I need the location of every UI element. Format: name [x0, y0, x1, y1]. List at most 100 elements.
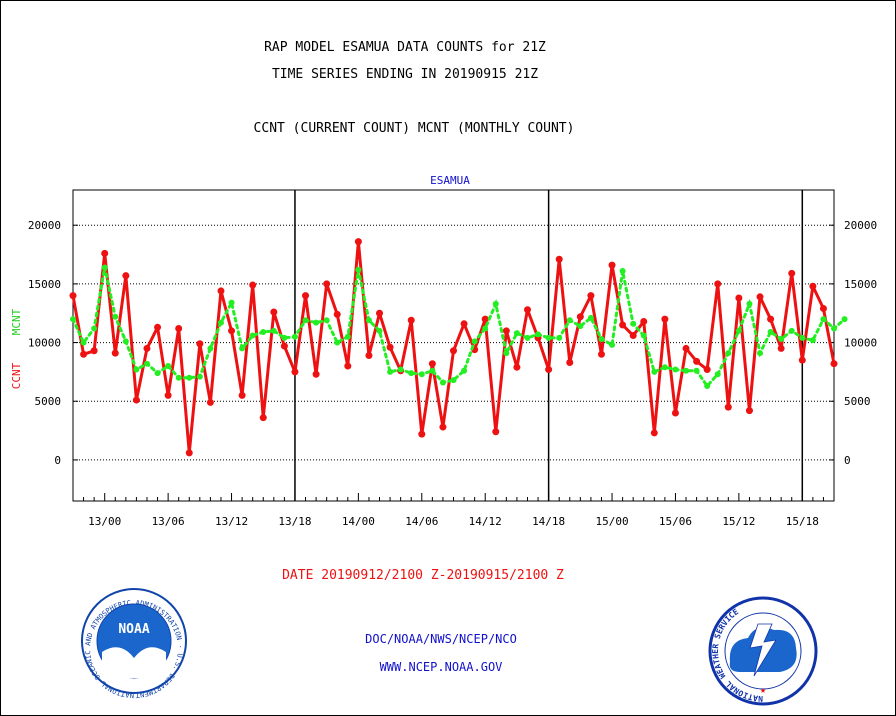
- mcnt-point: [714, 371, 721, 378]
- ccnt-point: [714, 280, 722, 288]
- x-tick-label: 14/00: [342, 515, 375, 528]
- ccnt-point: [111, 349, 119, 357]
- mcnt-point: [207, 345, 214, 352]
- mcnt-point: [788, 327, 795, 334]
- chart-title-line-2: TIME SERIES ENDING IN 20190915 21Z: [272, 67, 538, 82]
- org-label: DOC/NOAA/NWS/NCEP/NCO: [365, 632, 517, 646]
- mcnt-point: [778, 336, 785, 343]
- nws-logo: NATIONAL WEATHER SERVICE ★: [708, 596, 818, 706]
- mcnt-point: [577, 323, 584, 330]
- y-axis-right: 0 5000 10000 15000 20000: [829, 219, 877, 467]
- mcnt-point: [841, 316, 848, 323]
- mcnt-point: [334, 339, 341, 346]
- y-tick-label: 5000: [844, 395, 871, 408]
- mcnt-point: [313, 319, 320, 326]
- mcnt-point: [566, 317, 573, 324]
- ccnt-point: [661, 315, 669, 323]
- ccnt-point: [682, 344, 690, 352]
- ccnt-point: [386, 343, 394, 351]
- x-tick-label: 13/00: [88, 515, 121, 528]
- mcnt-point: [809, 337, 816, 344]
- ccnt-point: [217, 287, 225, 295]
- ccnt-point: [809, 282, 817, 290]
- x-tick-label: 14/18: [532, 515, 565, 528]
- ccnt-point: [724, 403, 732, 411]
- ccnt-point: [90, 347, 98, 355]
- nws-star-icon: ★: [760, 685, 766, 696]
- ccnt-point: [418, 430, 426, 438]
- mcnt-point: [397, 366, 404, 373]
- ccnt-point: [365, 351, 373, 359]
- ccnt-point: [587, 292, 595, 300]
- mcnt-point: [323, 317, 330, 324]
- mcnt-point: [609, 341, 616, 348]
- mcnt-point: [112, 313, 119, 320]
- mcnt-point: [175, 374, 182, 381]
- ccnt-point: [523, 306, 531, 314]
- ccnt-point: [407, 316, 415, 324]
- mcnt-point: [408, 370, 415, 377]
- ccnt-point: [196, 340, 204, 348]
- x-tick-label: 15/12: [722, 515, 755, 528]
- x-tick-label: 15/06: [659, 515, 692, 528]
- ccnt-point: [608, 261, 616, 269]
- website-link[interactable]: WWW.NCEP.NOAA.GOV: [380, 660, 503, 674]
- ccnt-point: [185, 449, 193, 457]
- mcnt-point: [239, 345, 246, 352]
- y-axis-label-mcnt: MCNT: [10, 308, 23, 335]
- mcnt-point: [735, 327, 742, 334]
- mcnt-point: [154, 370, 161, 377]
- mcnt-point: [535, 331, 542, 338]
- series-mcnt: [70, 264, 848, 389]
- ccnt-point: [545, 366, 553, 374]
- y-tick-label: 15000: [844, 278, 877, 291]
- mcnt-point: [471, 338, 478, 345]
- mcnt-point: [260, 329, 267, 336]
- series-ccnt: [69, 238, 838, 457]
- mcnt-point: [556, 334, 563, 341]
- date-range-label: DATE 20190912/2100 Z-20190915/2100 Z: [282, 568, 564, 583]
- mcnt-point: [429, 367, 436, 374]
- mcnt-point: [524, 334, 531, 341]
- ccnt-point: [354, 238, 362, 246]
- y-tick-label: 20000: [28, 219, 61, 232]
- mcnt-point: [91, 325, 98, 332]
- mcnt-point: [165, 363, 172, 370]
- x-tick-label: 13/18: [278, 515, 311, 528]
- mcnt-point: [820, 316, 827, 323]
- mcnt-point: [482, 325, 489, 332]
- mcnt-point: [387, 368, 394, 375]
- chart-title-line-3: CCNT (CURRENT COUNT) MCNT (MONTHLY COUNT…: [254, 121, 575, 136]
- ccnt-point: [122, 272, 130, 280]
- mcnt-point: [598, 336, 605, 343]
- ccnt-point: [650, 429, 658, 437]
- ccnt-point: [513, 363, 521, 371]
- x-tick-label: 13/06: [152, 515, 185, 528]
- x-tick-label: 14/06: [405, 515, 438, 528]
- mcnt-point: [376, 327, 383, 334]
- ccnt-point: [344, 362, 352, 370]
- mcnt-point: [640, 332, 647, 339]
- ccnt-point: [640, 317, 648, 325]
- mcnt-point: [630, 320, 637, 327]
- ccnt-point: [788, 269, 796, 277]
- ccnt-point: [101, 249, 109, 257]
- y-axis-label: CCNT MCNT: [10, 308, 23, 389]
- mcnt-point: [492, 300, 499, 307]
- ccnt-point: [132, 396, 140, 404]
- ccnt-point: [302, 292, 310, 300]
- ccnt-point: [460, 320, 468, 328]
- y-tick-label: 20000: [844, 219, 877, 232]
- ccnt-point: [175, 324, 183, 332]
- mcnt-point: [503, 350, 510, 357]
- ccnt-point: [249, 281, 257, 289]
- chart-title-line-1: RAP MODEL ESAMUA DATA COUNTS for 21Z: [264, 40, 546, 55]
- ccnt-point: [703, 366, 711, 374]
- mcnt-point: [186, 374, 193, 381]
- mcnt-point: [757, 350, 764, 357]
- ccnt-point: [376, 309, 384, 317]
- ccnt-point: [333, 310, 341, 318]
- ccnt-point: [164, 391, 172, 399]
- ccnt-point: [693, 357, 701, 365]
